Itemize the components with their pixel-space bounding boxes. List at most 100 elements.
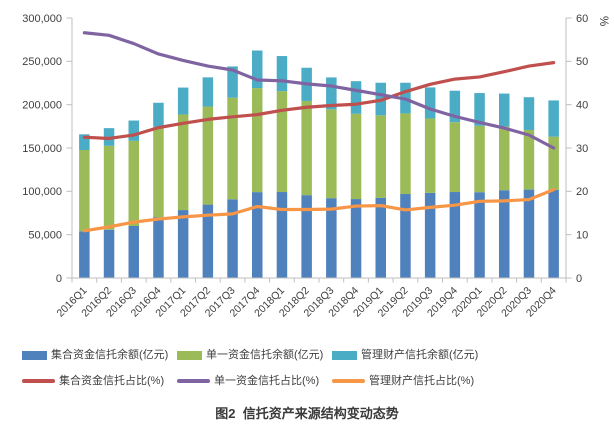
line-property-pct bbox=[82, 188, 556, 233]
collective-balance-swatch bbox=[22, 350, 47, 360]
y-tick-label-left: 300,000 bbox=[22, 13, 62, 25]
bar-segment bbox=[375, 197, 386, 278]
single-balance-swatch bbox=[177, 350, 202, 360]
y-tick-label-right: 50 bbox=[576, 56, 588, 68]
figure-caption: 图2 信托资产来源结构变动态势 bbox=[215, 406, 399, 421]
combo-chart: 0 50,000 100,000 150,000 200,000 250,000 300,0… bbox=[22, 13, 609, 320]
y-tick-label-left: 0 bbox=[56, 273, 62, 285]
bar-segment bbox=[276, 91, 288, 193]
bar-segment bbox=[424, 87, 436, 119]
bar-segment bbox=[301, 100, 312, 196]
bar-segment bbox=[548, 136, 559, 190]
bar-segment bbox=[202, 204, 214, 278]
y-tick-label-left: 50,000 bbox=[28, 229, 62, 241]
legend-label: 管理财产信托占比(%) bbox=[369, 375, 475, 387]
y-tick-label-right: 20 bbox=[576, 186, 588, 198]
bar-segment bbox=[177, 114, 189, 211]
bar-segment bbox=[276, 56, 288, 92]
bar-segment bbox=[252, 192, 263, 278]
bar-segment bbox=[252, 50, 263, 89]
y-tick-label-right: 40 bbox=[576, 99, 588, 111]
bar-segment bbox=[301, 195, 312, 278]
bar-segment bbox=[474, 93, 485, 126]
y-axis-right-labels: 0 10 20 30 40 50 60 bbox=[576, 13, 588, 285]
y-tick-label-right: 0 bbox=[576, 273, 582, 285]
single-pct-swatch bbox=[177, 379, 210, 383]
bar-segment bbox=[474, 192, 485, 278]
bar-segment bbox=[103, 145, 115, 230]
bar-segment bbox=[177, 210, 189, 278]
bar-segment bbox=[326, 109, 337, 199]
bar-segment bbox=[449, 90, 461, 123]
bar-segment bbox=[227, 66, 238, 98]
bar-segment bbox=[548, 100, 559, 137]
bar-segment bbox=[326, 77, 337, 110]
bar-segment bbox=[227, 199, 238, 278]
collective-pct-swatch bbox=[22, 379, 55, 383]
axes bbox=[66, 17, 572, 283]
y-tick-label-left: 250,000 bbox=[22, 56, 62, 68]
legend-label: 集合资金信托占比(%) bbox=[59, 375, 165, 387]
bar-segment bbox=[276, 192, 288, 278]
bar-segment bbox=[153, 217, 164, 278]
bar-series-0 bbox=[79, 189, 559, 278]
bar-segment bbox=[523, 97, 535, 130]
bar-segment bbox=[499, 126, 510, 191]
y-axis-left-labels: 0 50,000 100,000 150,000 200,000 250,000 300,0… bbox=[22, 13, 62, 285]
bar-segment bbox=[79, 231, 90, 278]
bar-segment bbox=[474, 125, 485, 193]
percent-axis-unit: % bbox=[597, 16, 609, 26]
bar-segment bbox=[326, 198, 337, 278]
bar-segment bbox=[128, 140, 139, 226]
bar-segment bbox=[400, 113, 411, 195]
y-tick-label-right: 10 bbox=[576, 229, 588, 241]
legend-label: 单一资金信托占比(%) bbox=[214, 375, 320, 387]
legend-label: 管理财产信托余额(亿元) bbox=[361, 349, 479, 361]
y-tick-label-left: 100,000 bbox=[22, 186, 62, 198]
bar-series-2 bbox=[79, 50, 559, 150]
bar-segment bbox=[523, 129, 535, 190]
bar-segment bbox=[153, 126, 164, 218]
bar-segment bbox=[400, 194, 411, 278]
bar-segment bbox=[350, 113, 362, 200]
bar-segment bbox=[350, 199, 362, 278]
line-single-pct bbox=[82, 31, 556, 150]
legend-label: 单一资金信托余额(亿元) bbox=[206, 349, 324, 361]
y-tick-label-right: 30 bbox=[576, 143, 588, 155]
property-balance-swatch bbox=[332, 350, 357, 360]
bar-segment bbox=[424, 118, 436, 193]
bar-segment bbox=[128, 120, 139, 141]
y-tick-label-left: 200,000 bbox=[22, 99, 62, 111]
legend-item-single-balance: 单一资金信托余额(亿元) bbox=[177, 348, 323, 362]
x-axis-labels: 2016Q12016Q22016Q32016Q42017Q12017Q22017… bbox=[55, 285, 559, 320]
bar-segment bbox=[424, 192, 436, 278]
y-tick-label-right: 60 bbox=[576, 13, 588, 25]
bar-segment bbox=[103, 229, 115, 278]
bar-segment bbox=[449, 122, 461, 193]
bar-segment bbox=[79, 134, 90, 150]
legend-label: 集合资金信托余额(亿元) bbox=[51, 349, 169, 361]
bar-segment bbox=[227, 97, 238, 200]
legend-item-collective-pct: 集合资金信托占比(%) bbox=[22, 374, 164, 388]
bar-segment bbox=[523, 189, 535, 278]
bar-segment bbox=[375, 115, 386, 198]
bar-segment bbox=[252, 88, 263, 193]
legend-item-property-balance: 管理财产信托余额(亿元) bbox=[332, 348, 478, 362]
bar-segment bbox=[177, 87, 189, 115]
legend-item-property-pct: 管理财产信托占比(%) bbox=[332, 374, 474, 388]
bar-segment bbox=[202, 77, 214, 107]
legend-item-collective-balance: 集合资金信托余额(亿元) bbox=[22, 348, 168, 362]
bar-segment bbox=[153, 102, 164, 127]
bar-segment bbox=[128, 226, 139, 278]
bar-series-1 bbox=[79, 88, 559, 232]
bar-segment bbox=[350, 81, 362, 114]
y-tick-label-left: 150,000 bbox=[22, 143, 62, 155]
property-pct-swatch bbox=[332, 379, 365, 383]
bar-segment bbox=[499, 93, 510, 127]
bar-segment bbox=[79, 149, 90, 232]
bar-segment bbox=[499, 190, 510, 278]
bar-segment bbox=[548, 189, 559, 278]
legend-item-single-pct: 单一资金信托占比(%) bbox=[177, 374, 319, 388]
bar-segment bbox=[449, 192, 461, 278]
